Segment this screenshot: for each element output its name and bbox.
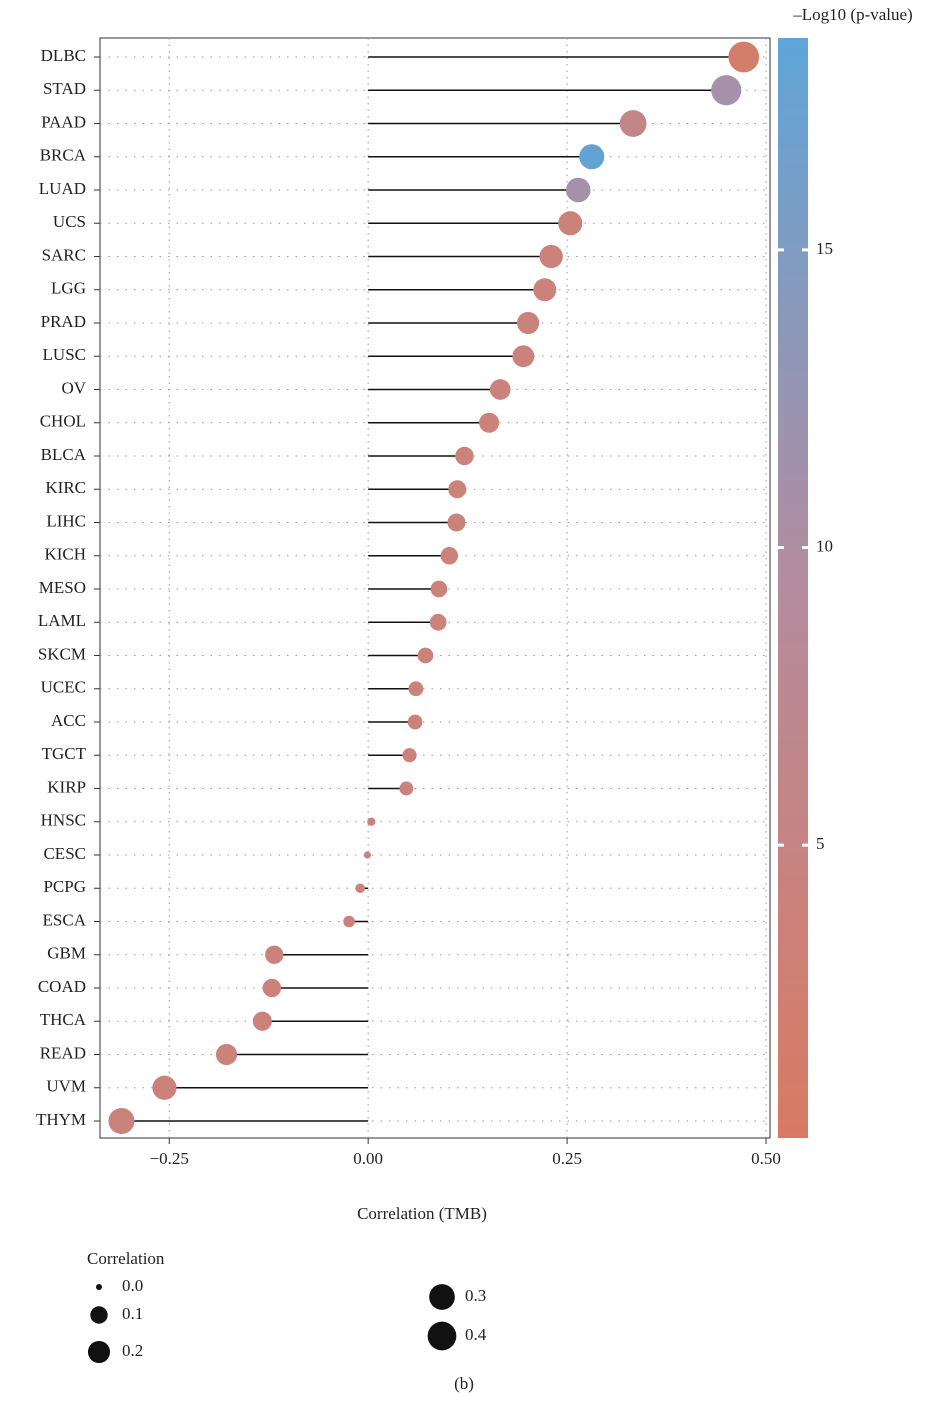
y-tick-label: LAML xyxy=(38,611,86,630)
colorbar-tick-label: 10 xyxy=(816,536,833,555)
y-tick-label: COAD xyxy=(38,977,86,996)
size-legend-label: 0.4 xyxy=(465,1325,487,1344)
dot xyxy=(440,547,459,565)
dot xyxy=(417,647,434,664)
y-tick-label: LGG xyxy=(51,279,86,298)
y-tick-label: GBM xyxy=(47,944,86,963)
y-tick-label: LUAD xyxy=(39,179,86,198)
dot xyxy=(355,883,366,894)
y-tick-label: CHOL xyxy=(40,412,86,431)
dot xyxy=(262,978,282,998)
dot xyxy=(711,75,742,106)
dot xyxy=(558,211,583,236)
dot xyxy=(215,1043,238,1066)
y-tick-label: PCPG xyxy=(43,877,86,896)
y-tick-label: UCEC xyxy=(41,678,86,697)
colorbar-tick-label: 5 xyxy=(816,834,825,853)
dot xyxy=(430,580,448,598)
colorbar-tick-label: 15 xyxy=(816,239,833,258)
size-legend-dot xyxy=(427,1321,457,1351)
dot xyxy=(363,851,371,859)
y-tick-label: KICH xyxy=(44,545,86,564)
y-tick-label: STAD xyxy=(43,79,86,98)
x-tick-label: −0.25 xyxy=(150,1149,189,1168)
dot xyxy=(402,748,417,763)
y-tick-label: SKCM xyxy=(38,644,86,663)
dot xyxy=(265,945,284,964)
y-tick-label: PAAD xyxy=(41,112,86,131)
x-tick-label: 0.00 xyxy=(353,1149,383,1168)
dot xyxy=(408,681,424,697)
y-tick-label: UVM xyxy=(46,1077,86,1096)
dot xyxy=(728,41,760,73)
size-legend-label: 0.1 xyxy=(122,1304,143,1323)
y-tick-label: LIHC xyxy=(46,511,86,530)
y-tick-label: BLCA xyxy=(41,445,87,464)
y-tick-label: THYM xyxy=(36,1110,86,1129)
caption: (b) xyxy=(454,1374,474,1393)
dot xyxy=(539,244,563,269)
dot xyxy=(565,177,591,203)
size-legend-dot xyxy=(96,1284,102,1290)
plot-frame xyxy=(99,37,771,1139)
y-tick-label: THCA xyxy=(40,1010,87,1029)
dot xyxy=(252,1011,272,1031)
size-legend-dot xyxy=(90,1306,108,1324)
dot xyxy=(512,345,535,368)
dot xyxy=(579,144,605,170)
dot xyxy=(517,311,540,335)
colorbar-title: –Log10 (p-value) xyxy=(792,5,912,24)
y-tick-label: BRCA xyxy=(40,146,87,165)
dot xyxy=(479,412,500,433)
dot xyxy=(152,1075,177,1100)
dot xyxy=(367,817,376,826)
dot xyxy=(399,781,414,796)
y-tick-label: TGCT xyxy=(42,744,87,763)
dot xyxy=(343,915,355,928)
x-axis-label: Correlation (TMB) xyxy=(357,1204,487,1223)
size-legend-label: 0.0 xyxy=(122,1276,143,1295)
y-tick-label: SARC xyxy=(42,245,86,264)
y-tick-label: KIRC xyxy=(45,478,86,497)
size-legend-label: 0.2 xyxy=(122,1341,143,1360)
y-tick-label: READ xyxy=(40,1043,86,1062)
dot xyxy=(429,613,447,631)
y-tick-label: MESO xyxy=(39,578,86,597)
y-tick-label: PRAD xyxy=(41,312,86,331)
y-tick-label: DLBC xyxy=(41,46,86,65)
x-tick-label: 0.50 xyxy=(751,1149,781,1168)
x-tick-label: 0.25 xyxy=(552,1149,582,1168)
size-legend-title: Correlation xyxy=(87,1249,165,1268)
dot xyxy=(455,446,474,466)
y-tick-label: HNSC xyxy=(41,811,86,830)
dot xyxy=(407,714,423,730)
dot xyxy=(108,1107,135,1135)
dot xyxy=(447,513,466,532)
y-tick-label: ACC xyxy=(51,711,86,730)
y-tick-label: CESC xyxy=(43,844,86,863)
size-legend-dot xyxy=(87,1340,111,1364)
y-tick-label: ESCA xyxy=(43,910,87,929)
y-tick-label: UCS xyxy=(53,212,86,231)
size-legend-dot xyxy=(429,1284,455,1310)
y-tick-label: LUSC xyxy=(43,345,86,364)
size-legend-label: 0.3 xyxy=(465,1286,486,1305)
dot xyxy=(489,379,511,400)
dot xyxy=(533,278,557,302)
dot xyxy=(619,110,647,137)
y-tick-label: OV xyxy=(61,378,86,397)
y-tick-label: KIRP xyxy=(47,777,86,796)
dot xyxy=(448,480,467,499)
colorbar xyxy=(778,38,808,1138)
